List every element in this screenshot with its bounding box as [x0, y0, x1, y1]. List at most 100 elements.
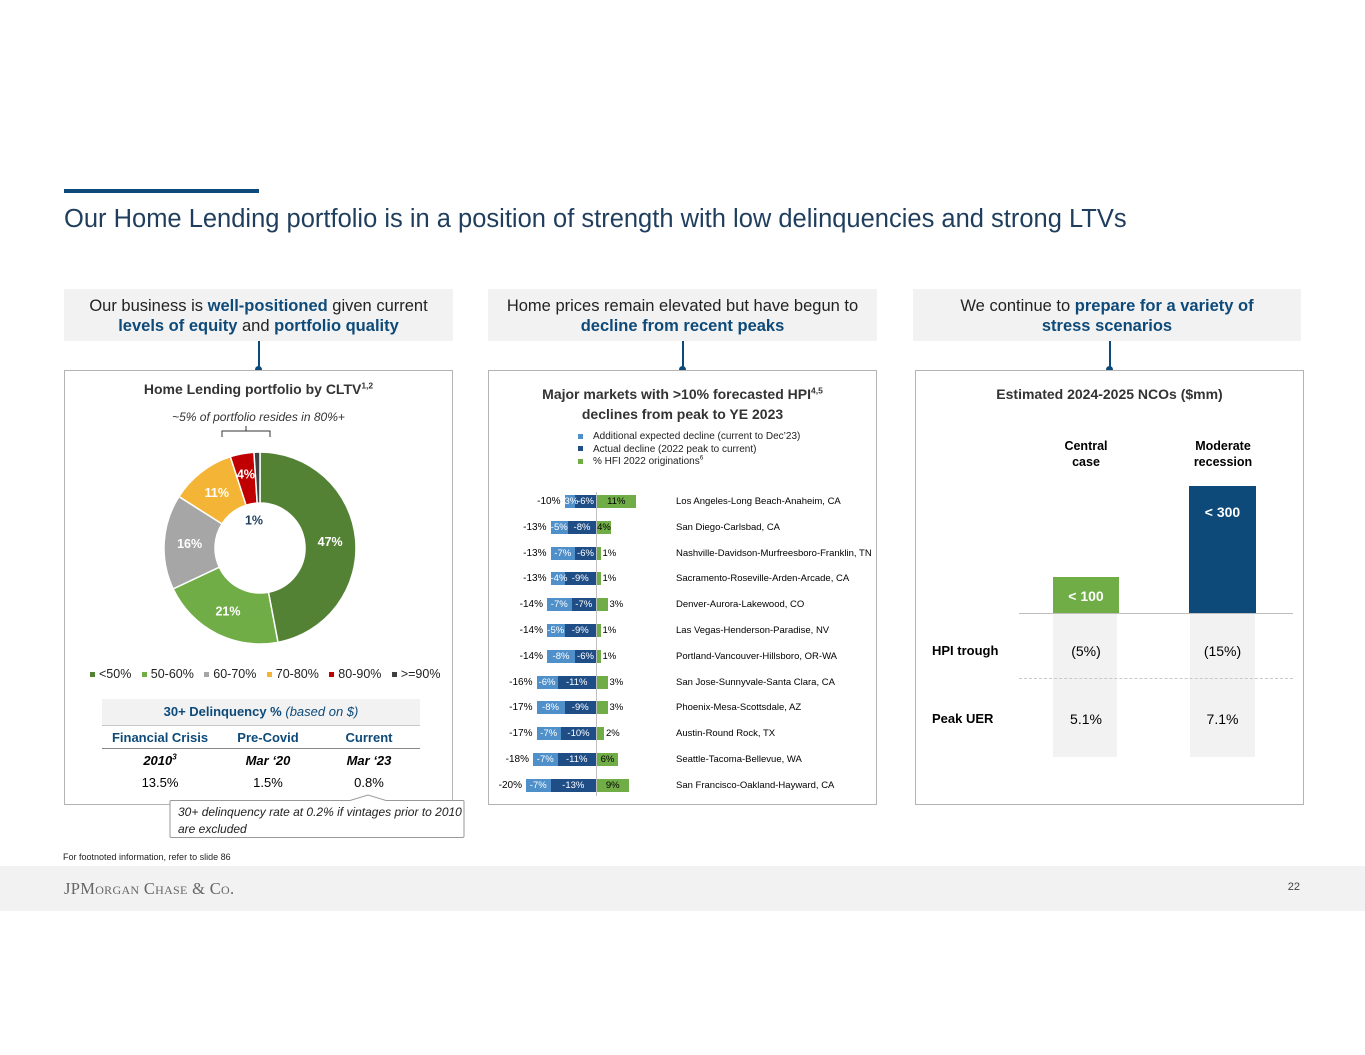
hpi-bar-actual: -9%: [564, 572, 596, 586]
nco-bar-label: < 300: [1204, 504, 1241, 520]
delinquency-period: Mar ‘20: [245, 753, 291, 768]
donut-label: 21%: [215, 604, 240, 618]
hpi-bar-actual: -9%: [564, 701, 596, 715]
delinquency-title-note: (based on $): [285, 704, 359, 719]
hpi-total-label: -10%: [537, 496, 561, 507]
header-highlight: decline from recent peaks: [580, 316, 785, 335]
hpi-bar-actual: -8%: [568, 520, 596, 534]
delinquency-callout: 30+ delinquency rate at 0.2% if vintages…: [178, 805, 462, 836]
hpi-bar-hfi: [597, 727, 604, 741]
footnote-sup: 4,5: [811, 385, 823, 396]
table-divider: [102, 748, 420, 749]
hpi-total-label: -20%: [498, 779, 522, 791]
donut-label: 47%: [318, 535, 343, 549]
hpi-bar-additional: -7%: [526, 778, 551, 792]
hpi-bar-additional: -4%: [550, 572, 568, 586]
legend-item-lt50: <50%: [90, 667, 131, 681]
connector-line: [682, 341, 684, 369]
delinquency-callout-shape: [169, 794, 465, 838]
cltv-bracket: [221, 426, 271, 437]
hpi-bar-actual: -11%: [557, 675, 596, 689]
hpi-bar-actual: -11%: [557, 753, 596, 766]
hpi-hfi-label: 9%: [605, 779, 620, 791]
hpi-bar-additional: -7%: [536, 727, 561, 741]
hpi-bar-hfi: [597, 546, 601, 560]
hpi-city-label: San Jose-Sunnyvale-Santa Clara, CA: [676, 676, 835, 688]
nco-row-label-hpi: HPI trough: [932, 643, 999, 658]
hpi-city-label: Los Angeles-Long Beach-Anaheim, CA: [676, 496, 841, 507]
hpi-hfi-label: 1%: [602, 547, 617, 559]
hpi-city-label: Seattle-Tacoma-Bellevue, WA: [676, 754, 802, 765]
hpi-total-label: -13%: [523, 521, 547, 533]
header-highlight: portfolio quality: [274, 316, 399, 335]
hpi-city-label: Denver-Aurora-Lakewood, CO: [676, 599, 805, 611]
nco-uer-recession: 7.1%: [1206, 711, 1239, 727]
hpi-bar-hfi: [597, 598, 608, 612]
title-accent-bar: [64, 189, 259, 193]
header-highlight: well-positioned: [207, 297, 328, 315]
delinquency-col-header: Current: [345, 730, 393, 745]
footer-band: [0, 866, 1365, 911]
footnote-sup: 1,2: [361, 380, 374, 391]
hpi-bar-hfi: [597, 701, 608, 715]
hpi-legend-item: Actual decline (2022 peak to current): [578, 444, 800, 457]
hpi-bar-actual: -6%: [575, 495, 596, 508]
header-text: Home prices remain elevated but have beg…: [506, 297, 859, 315]
nco-column-bg: [1190, 614, 1255, 757]
hpi-bar-hfi: [597, 753, 618, 766]
donut-label: 11%: [205, 486, 229, 500]
hpi-total-label: -13%: [523, 547, 547, 559]
donut-slice-6: [253, 451, 261, 504]
hpi-bar-hfi: [597, 649, 601, 663]
nco-hpi-central: (5%): [1071, 643, 1101, 659]
hpi-bar-hfi: [597, 572, 601, 586]
hpi-hfi-label: 6%: [600, 754, 615, 765]
delinquency-value: 0.8%: [354, 775, 384, 790]
hpi-bar-actual: -10%: [561, 727, 596, 741]
hpi-bar-additional: -7%: [550, 546, 575, 560]
hpi-hfi-label: 3%: [609, 676, 624, 688]
hpi-hfi-label: 1%: [602, 625, 617, 636]
nco-chart-title: Estimated 2024-2025 NCOs ($mm): [996, 386, 1223, 402]
nco-hpi-recession: (15%): [1203, 643, 1242, 659]
page-number: 22: [1287, 881, 1300, 893]
hpi-total-label: -13%: [523, 573, 547, 585]
connector-dot: [255, 366, 262, 373]
cltv-bracket-note: ~5% of portfolio resides in 80%+: [172, 410, 345, 424]
hpi-city-label: Sacramento-Roseville-Arden-Arcade, CA: [676, 573, 850, 585]
delinquency-value: 1.5%: [253, 775, 283, 790]
header-highlight: stress scenarios: [1041, 316, 1173, 335]
donut-label: 16%: [177, 537, 202, 551]
hpi-bar-additional: -5%: [547, 624, 565, 637]
delinquency-col-header: Financial Crisis: [111, 730, 209, 745]
hpi-city-label: Nashville-Davidson-Murfreesboro-Franklin…: [676, 547, 872, 559]
donut-slice-1: [259, 451, 357, 644]
header-box-right: We continue to prepare for a variety of …: [913, 289, 1301, 341]
hpi-hfi-label: 3%: [609, 702, 624, 714]
delinquency-value: 13.5%: [141, 775, 179, 790]
header-highlight: levels of equity: [118, 316, 238, 335]
nco-column-bg: [1053, 614, 1117, 757]
hpi-bar-additional: -5%: [550, 520, 568, 534]
nco-baseline: [1019, 613, 1293, 614]
delinquency-table-header: 30+ Delinquency % (based on $): [102, 699, 420, 726]
delinquency-col-header: Pre-Covid: [237, 730, 299, 745]
hpi-total-label: -17%: [509, 702, 533, 714]
hpi-legend-item: Additional expected decline (current to …: [578, 431, 800, 444]
hpi-bar-additional: -7%: [547, 598, 572, 612]
delinquency-period: 20103: [143, 752, 177, 768]
hpi-chart-title: Major markets with >10% forecasted HPI4,…: [488, 385, 877, 424]
connector-line: [258, 341, 260, 369]
hpi-hfi-label: 1%: [602, 650, 617, 662]
hpi-hfi-label: 4%: [597, 521, 611, 533]
nco-row-divider: [1019, 678, 1293, 679]
hpi-hfi-label: 1%: [602, 573, 617, 585]
hpi-bar-hfi: [597, 778, 629, 792]
hpi-city-label: Phoenix-Mesa-Scottsdale, AZ: [676, 702, 802, 714]
header-text: given current: [327, 297, 428, 315]
hpi-bar-additional: -8%: [547, 649, 575, 663]
header-text: Our business is: [89, 297, 208, 315]
hpi-total-label: -14%: [519, 599, 543, 611]
slide-title: Our Home Lending portfolio is in a posit…: [64, 205, 1127, 233]
footnote: For footnoted information, refer to slid…: [63, 852, 231, 862]
